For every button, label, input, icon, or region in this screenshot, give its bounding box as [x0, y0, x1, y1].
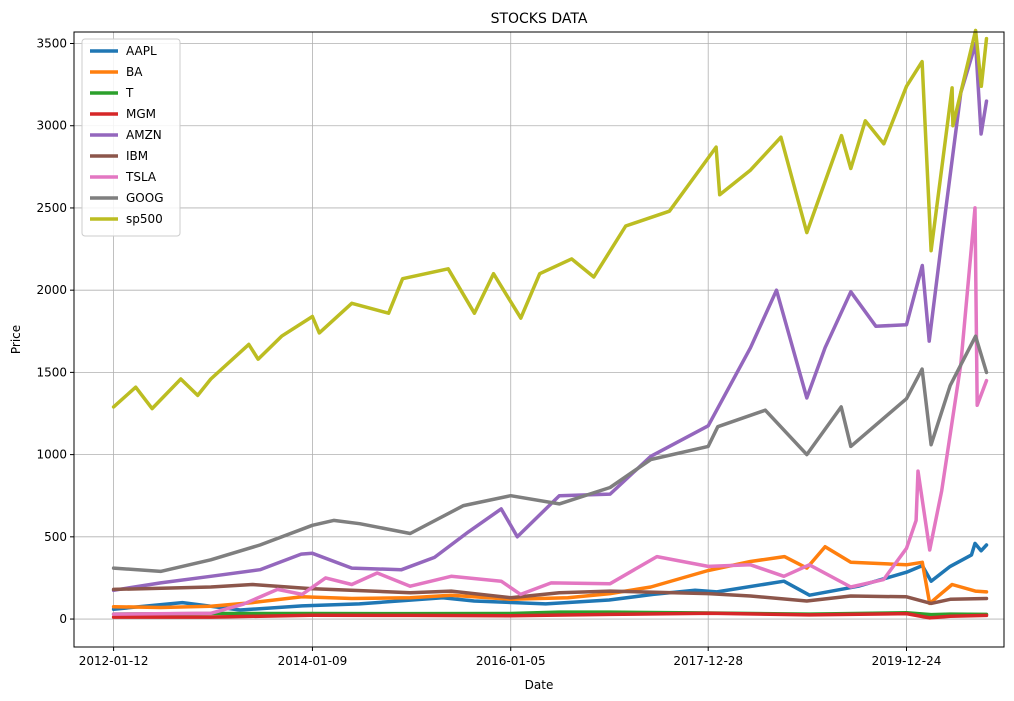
legend-label-amzn: AMZN: [126, 128, 162, 142]
x-tick-label: 2014-01-09: [278, 654, 348, 668]
x-axis-ticks: 2012-01-12 2014-01-09 2016-01-05 2017-12-28…: [79, 647, 942, 668]
y-tick-label: 2500: [36, 201, 67, 215]
legend-label-aapl: AAPL: [126, 44, 157, 58]
legend-label-mgm: MGM: [126, 107, 156, 121]
y-tick-label: 500: [44, 530, 67, 544]
y-tick-label: 1000: [36, 448, 67, 462]
x-tick-label: 2017-12-28: [673, 654, 743, 668]
y-axis-ticks: 0 500 1000 1500 2000 2500 3000 3500: [36, 37, 74, 626]
y-axis-label: Price: [9, 325, 23, 354]
series-line-sp500: [111, 28, 989, 411]
gridlines: [74, 32, 1004, 647]
y-tick-label: 3000: [36, 119, 67, 133]
series-line-ba: [111, 544, 989, 610]
legend-label-ba: BA: [126, 65, 143, 79]
series-line-goog: [111, 334, 989, 574]
y-tick-label: 1500: [36, 365, 67, 379]
legend-label-tsla: TSLA: [125, 170, 157, 184]
legend-label-t: T: [125, 86, 134, 100]
series-lines: [111, 28, 989, 620]
chart-title: STOCKS DATA: [491, 11, 588, 27]
series-line-amzn: [111, 41, 989, 593]
legend-label-sp500: sp500: [126, 212, 163, 226]
x-tick-label: 2019-12-24: [872, 654, 942, 668]
y-tick-label: 0: [59, 612, 67, 626]
legend-label-goog: GOOG: [126, 191, 164, 205]
series-line-aapl: [111, 541, 989, 612]
x-tick-label: 2016-01-05: [476, 654, 546, 668]
legend-box: [81, 38, 181, 237]
x-tick-label: 2012-01-12: [79, 654, 149, 668]
series-line-t: [111, 610, 989, 617]
y-tick-label: 3500: [36, 37, 67, 51]
x-axis-label: Date: [525, 678, 554, 692]
y-tick-label: 2000: [36, 283, 67, 297]
series-line-ibm: [111, 582, 989, 606]
plot-frame: [73, 31, 1005, 648]
series-line-tsla: [111, 206, 989, 616]
legend: AAPL BA T MGM AMZN IBM TSLA GOOG sp500: [81, 38, 181, 237]
legend-label-ibm: IBM: [126, 149, 148, 163]
series-line-mgm: [111, 611, 989, 620]
